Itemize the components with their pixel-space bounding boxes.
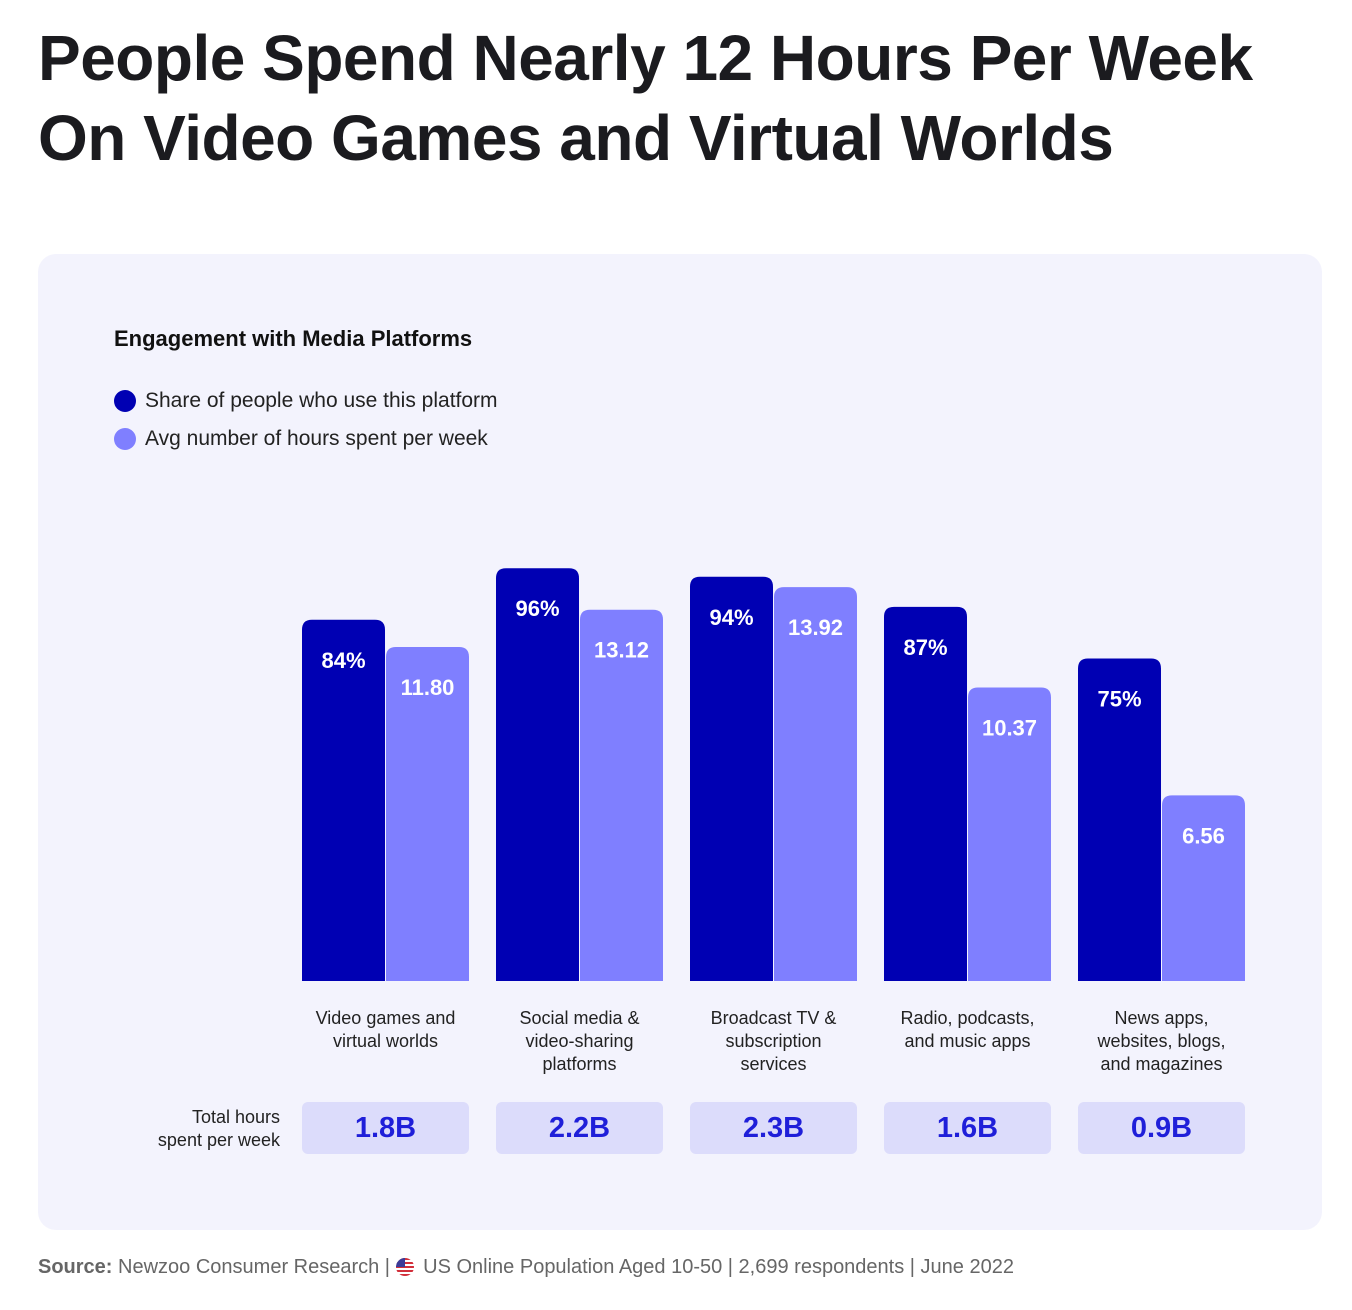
chart-title: Engagement with Media Platforms: [114, 326, 473, 351]
hours-value-label-2: 13.92: [788, 615, 843, 640]
legend-item-hours: Avg number of hours spent per week: [114, 420, 498, 458]
category-label-2: Broadcast TV & subscription services: [710, 1008, 837, 1074]
legend-label-share: Share of people who use this platform: [145, 389, 498, 412]
share-bar-4: [1078, 658, 1161, 981]
total-hours-value-1: 2.2B: [496, 1102, 663, 1154]
share-value-label-1: 96%: [515, 596, 559, 621]
hours-value-label-0: 11.80: [401, 675, 455, 700]
bar-chart: 84% 11.80 96% 13.12 94% 13.92 87% 10.37 75% 6.56: [302, 568, 1245, 981]
source-label: Source:: [38, 1256, 113, 1278]
total-hours-label: Total hours spent per week: [157, 1107, 280, 1150]
legend-label-hours: Avg number of hours spent per week: [145, 427, 488, 450]
hours-bar-3: [968, 687, 1051, 981]
hours-value-label-4: 6.56: [1182, 823, 1225, 848]
total-hours-value-0: 1.8B: [302, 1102, 469, 1154]
source-text-2: US Online Population Aged 10-50 | 2,699 …: [423, 1256, 1014, 1278]
total-hours-value-3: 1.6B: [884, 1102, 1051, 1154]
source-line: Source: Newzoo Consumer Research | US On…: [38, 1256, 1014, 1279]
legend-item-share: Share of people who use this platform: [114, 382, 498, 420]
headline: People Spend Nearly 12 Hours Per Week On…: [38, 22, 1253, 174]
share-value-label-4: 75%: [1097, 687, 1141, 712]
category-label-3: Radio, podcasts, and music apps: [900, 1008, 1035, 1051]
category-label-4: News apps, websites, blogs, and magazine…: [1097, 1008, 1226, 1074]
legend-swatch-hours: [114, 428, 136, 450]
category-label-0: Video games and virtual worlds: [315, 1008, 456, 1051]
hours-value-label-3: 10.37: [982, 716, 1037, 741]
share-bar-3: [884, 606, 967, 981]
share-bar-2: [690, 576, 773, 981]
share-bar-0: [302, 619, 385, 981]
legend: Share of people who use this platform Av…: [114, 382, 498, 458]
share-value-label-0: 84%: [321, 648, 365, 673]
source-text: Newzoo Consumer Research |: [118, 1256, 391, 1278]
hours-bar-0: [386, 647, 469, 981]
share-value-label-2: 94%: [709, 605, 753, 630]
category-label-1: Social media & video-sharing platforms: [519, 1008, 640, 1074]
hours-bar-4: [1162, 795, 1245, 981]
total-hours-value-2: 2.3B: [690, 1102, 857, 1154]
hours-bar-2: [774, 587, 857, 981]
share-bar-1: [496, 568, 579, 981]
hours-value-label-1: 13.12: [594, 638, 649, 663]
legend-swatch-share: [114, 390, 136, 412]
share-value-label-3: 87%: [903, 635, 947, 660]
hours-bar-1: [580, 609, 663, 981]
total-hours-value-4: 0.9B: [1078, 1102, 1245, 1154]
us-flag-icon: [395, 1258, 414, 1276]
